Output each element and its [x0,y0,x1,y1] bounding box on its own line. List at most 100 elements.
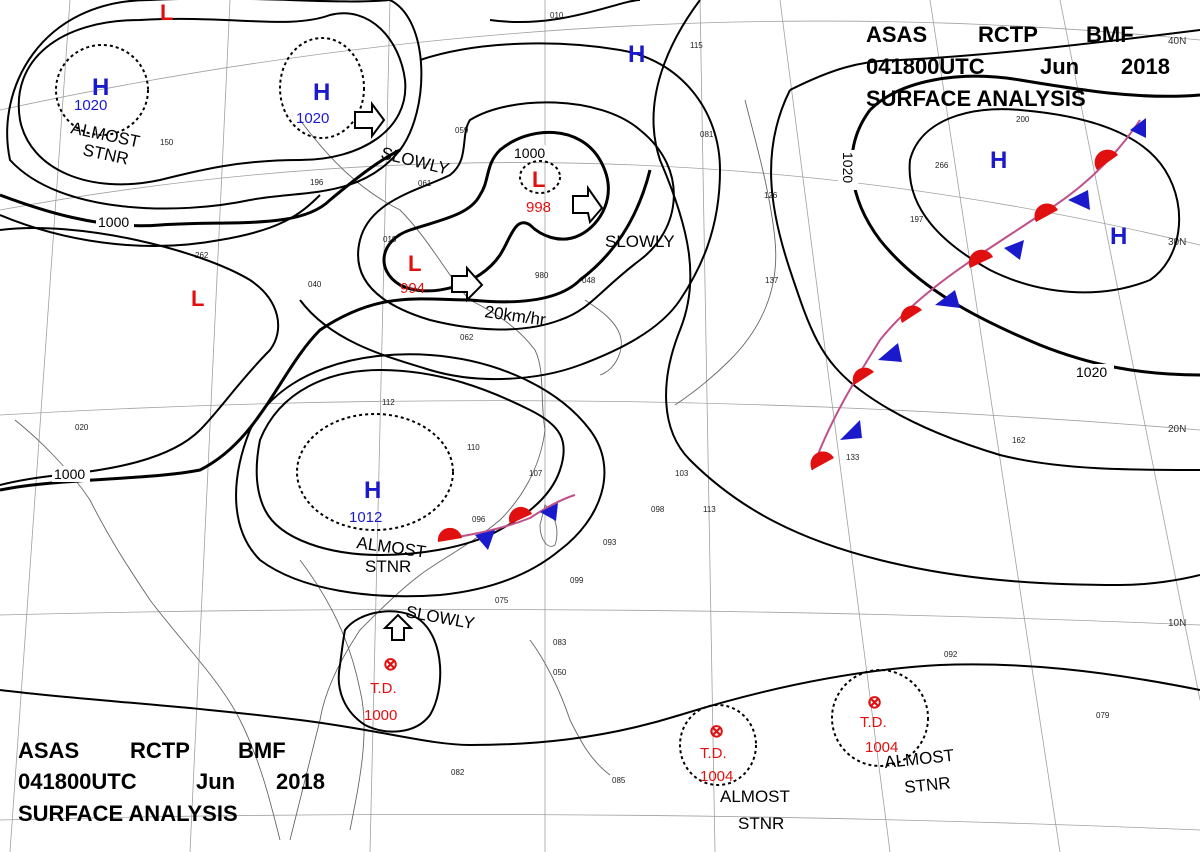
center-rings [55,37,929,786]
isobar-1020-east [789,29,1200,91]
cold-front-triangle [1130,118,1146,138]
td-pressure-value: 1004 [865,739,898,756]
low-pressure-value: 994 [400,280,425,297]
meridian-line [1059,0,1200,701]
high-pressure-value: 1012 [349,509,382,526]
motion-note: STNR [903,773,951,797]
high-pressure-value: 1020 [74,97,107,114]
header-year: 2018 [1121,54,1170,79]
header-product-code: ASAS [866,22,927,47]
station-value: 137 [765,276,779,285]
latitude-line-20n [0,400,1200,431]
coastline-indochina [299,559,365,831]
meridian-line [189,0,231,852]
isobar [6,0,423,210]
warm-front-scallop [852,367,874,385]
high-center-icon: H [92,74,109,101]
header-title: SURFACE ANALYSIS [866,86,1086,111]
front-line [811,119,1141,471]
cold-front-triangle [540,503,558,521]
cold-front-triangle [935,290,960,308]
isobar-label-1000: 1000 [98,214,129,230]
motion-note: SLOWLY [605,232,675,251]
station-value: 197 [910,215,924,224]
station-value: 980 [535,271,549,280]
pressure-centers: H 1020 H 1020 H H H H 1012 L 998 L 994 L… [74,0,1127,785]
isobar [235,353,606,598]
isobar-upper-arc [489,0,641,24]
motion-arrow-icon [354,101,386,139]
td-symbol-icon: ⊗ [383,654,398,674]
station-value: 200 [1016,115,1030,124]
station-value: 103 [675,469,689,478]
warm-front-scallop [968,249,993,268]
motion-arrow-icon [382,613,414,641]
isobar-labels: 1000 1000 1000 1020 1020 [52,145,1114,482]
warm-front-scallop [1094,149,1118,170]
isobar [255,368,565,557]
td-symbol-icon: ⊗ [867,692,882,712]
td-label: T.D. [700,745,727,762]
station-value: 061 [418,179,432,188]
station-value: 196 [310,178,324,187]
station-value: 098 [651,505,665,514]
station-value: 099 [570,576,584,585]
station-value: 082 [451,768,465,777]
label-bg [52,466,90,482]
warm-front-scallop [437,527,462,542]
label-bg [512,145,550,161]
high-center-icon: H [364,477,381,504]
high-center-icon: H [1110,223,1127,250]
high-center-icon: H [990,147,1007,174]
low-center-icon: L [532,167,545,192]
cold-front-triangle [878,343,902,362]
label-bg [96,214,134,230]
meridian-line [929,0,1061,852]
station-value: 266 [935,161,949,170]
meridian-line [779,0,891,852]
td-symbol-icon: ⊗ [709,721,724,741]
header-type-code: BMF [238,738,286,763]
motion-note: ALMOST [720,787,790,806]
warm-front-scallop [1034,203,1058,222]
station-value: 162 [1012,436,1026,445]
header-bottom: ASAS RCTP BMF 041800UTC Jun 2018 SURFACE… [18,738,325,826]
meridian-line [369,0,391,852]
warm-front-scallop [900,305,922,323]
header-year: 2018 [276,769,325,794]
header-station-code: RCTP [130,738,190,763]
station-value: 262 [195,251,209,260]
isobar [908,108,1181,294]
high-center-icon: H [628,41,645,68]
station-value: 083 [553,638,567,647]
isobar-label-1020: 1020 [840,152,856,183]
td-label: T.D. [370,680,397,697]
isobar-around-low-998 [382,130,610,293]
low-pressure-value: 998 [526,199,551,216]
station-value: 092 [944,650,958,659]
isobar [357,101,675,331]
station-value: 093 [603,538,617,547]
header-top: ASAS RCTP BMF 041800UTC Jun 2018 SURFACE… [866,22,1170,111]
isobar-1000-west-thick [0,169,652,492]
stationary-front-south [437,494,576,550]
station-value: 113 [703,505,716,514]
station-value: 018 [383,235,397,244]
isobars [0,0,1200,747]
station-value: 050 [553,668,567,677]
lat-label-30n: 30N [1168,237,1186,248]
lat-label-10n: 10N [1168,618,1186,629]
label-bg [1074,364,1114,380]
td-label: T.D. [860,714,887,731]
ring-td-1004a [679,704,757,786]
coastlines [14,99,777,841]
station-value: 115 [690,41,703,50]
coastline-mainland [289,119,546,841]
coastline-philippines [529,639,611,776]
header-product-code: ASAS [18,738,79,763]
station-value: 081 [700,130,714,139]
latitude-line-0 [0,813,1200,831]
header-station-code: RCTP [978,22,1038,47]
